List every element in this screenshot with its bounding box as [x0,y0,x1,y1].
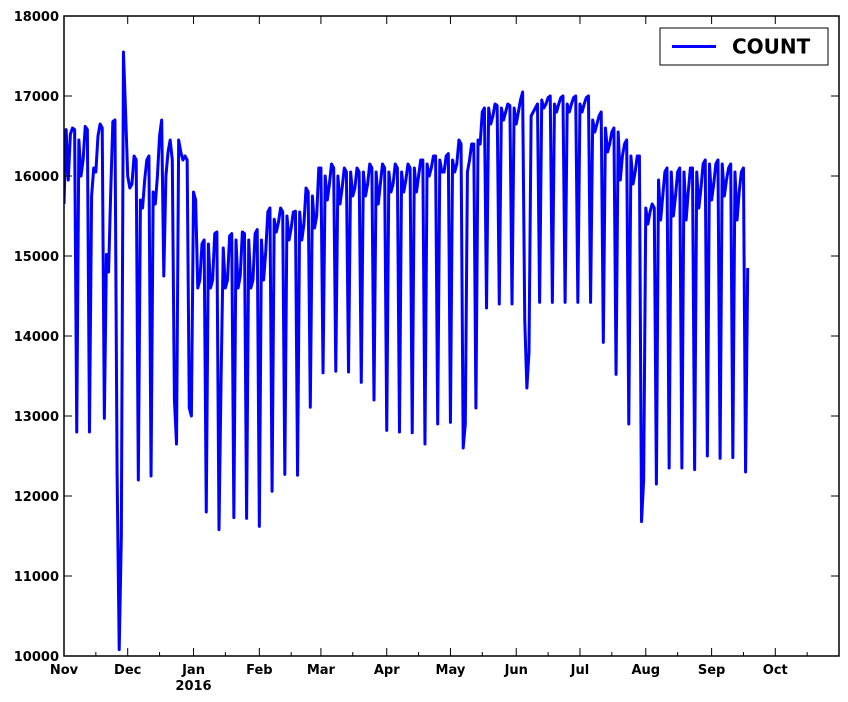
x-tick-label: Feb [246,663,272,678]
x-tick-sublabel: 2016 [175,679,211,694]
plot-area [64,50,750,652]
y-tick-label: 14000 [14,330,59,345]
y-tick-label: 12000 [14,490,59,505]
x-tick-label: Sep [698,663,726,678]
y-tick-label: 11000 [14,570,59,585]
x-tick-label: Nov [50,663,79,678]
x-tick-label: Oct [763,663,788,678]
legend: COUNT [659,27,829,66]
x-tick-label: Jul [570,663,590,678]
y-tick-label: 13000 [14,410,59,425]
axes-layer: 10000 11000 12000 13000 14000 15000 16000 17000… [14,10,840,694]
x-tick-label: Aug [631,663,660,678]
x-tick-label: Jun [504,663,528,678]
legend-label: COUNT [732,35,811,59]
series-line-0 [64,50,750,652]
y-tick-label: 10000 [14,650,59,665]
y-tick-label: 16000 [14,170,59,185]
x-tick-label: Dec [114,663,141,678]
x-tick-label: Jan [181,663,205,678]
x-tick-label: Apr [374,663,400,678]
y-tick-label: 17000 [14,90,59,105]
x-tick-label: May [436,663,466,678]
y-tick-label: 18000 [14,10,59,25]
y-tick-label: 15000 [14,250,59,265]
x-tick-label: Mar [307,663,336,678]
series-layer [64,50,750,652]
